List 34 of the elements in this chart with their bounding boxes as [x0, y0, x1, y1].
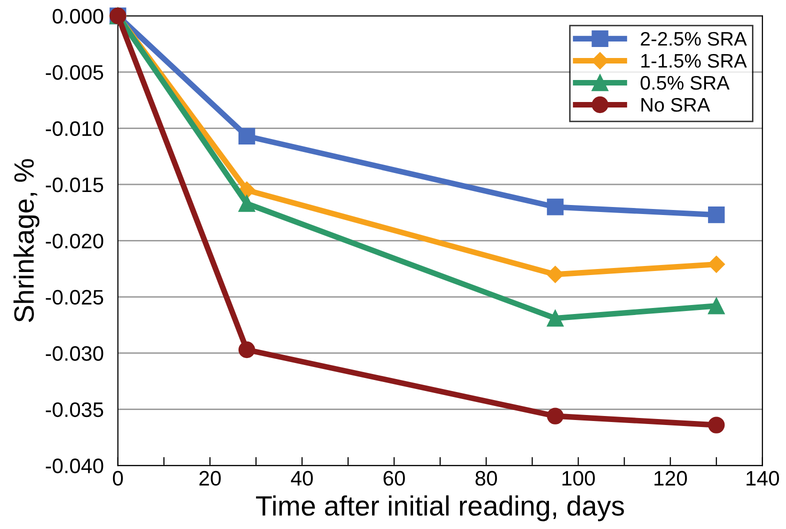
- y-tick-label: -0.040: [46, 458, 104, 474]
- point: [708, 256, 725, 273]
- x-tick-label: 60: [384, 470, 405, 486]
- legend-label: 1-1.5% SRA: [641, 54, 747, 68]
- y-tick-label: -0.020: [46, 234, 104, 248]
- y-tick-label: -0.025: [46, 290, 104, 305]
- legend-label: 0.5% SRA: [640, 76, 730, 90]
- y-tick-label: -0.035: [46, 402, 104, 418]
- x-tick-label: 80: [476, 470, 497, 486]
- point: [238, 128, 256, 144]
- y-axis-title: Shrinkage, %: [13, 159, 40, 322]
- x-tick-label: 120: [654, 470, 687, 486]
- point: [238, 341, 256, 358]
- x-tick-label: 40: [290, 470, 313, 486]
- x-tick-label: 20: [199, 470, 221, 486]
- x-tick-label: 100: [562, 470, 595, 486]
- x-axis-title: Time after initial reading, days: [256, 495, 624, 522]
- legend-label: 2-2.5% SRA: [640, 32, 747, 46]
- y-tick-label: 0.000: [52, 8, 104, 24]
- point: [546, 310, 564, 327]
- point: [238, 195, 256, 212]
- point: [546, 266, 564, 283]
- point: [708, 206, 725, 224]
- x-tick-label: 140: [746, 470, 779, 486]
- y-tick-label: -0.030: [46, 346, 104, 361]
- point: [546, 408, 564, 424]
- point: [546, 198, 564, 216]
- point: [708, 298, 725, 314]
- x-tick-label: 0: [112, 470, 123, 486]
- y-tick-label: -0.005: [46, 65, 104, 80]
- y-tick-label: -0.010: [46, 121, 104, 136]
- legend-label: No SRA: [641, 98, 710, 112]
- y-tick-label: -0.015: [46, 177, 104, 192]
- point: [708, 416, 725, 434]
